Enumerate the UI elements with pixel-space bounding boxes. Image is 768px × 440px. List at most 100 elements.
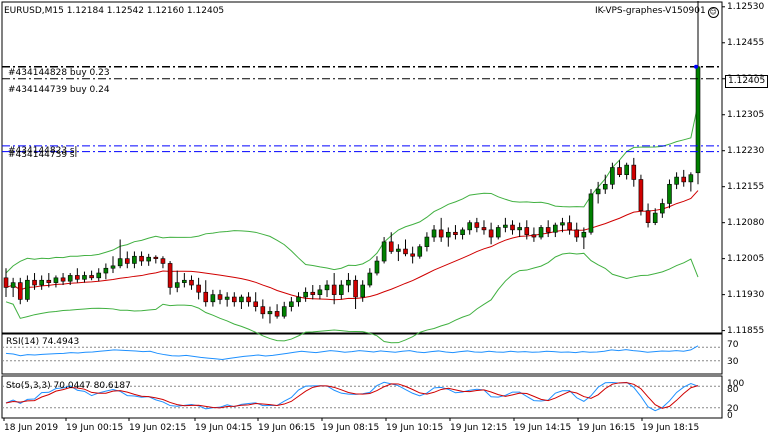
bollinger-lower <box>5 252 699 344</box>
candle-body <box>453 231 458 235</box>
candle-body <box>588 193 594 233</box>
candle-body <box>567 222 572 231</box>
order-arrow-marker <box>694 64 698 69</box>
sl-label-2: #434144739 sl <box>8 150 78 160</box>
rsi-label: RSI(14) 74.4943 <box>6 337 80 347</box>
candle-body <box>688 174 694 183</box>
candle-body <box>124 258 130 264</box>
candle-body <box>139 255 144 262</box>
candle-body <box>253 301 258 307</box>
candle-body <box>303 291 308 298</box>
y-tick-label: 1.12530 <box>727 1 765 12</box>
candle-body <box>310 291 316 295</box>
stoch-panel-frame <box>1 375 723 419</box>
candle-body <box>645 210 651 223</box>
y-tick-label: 1.12305 <box>727 109 765 120</box>
candle-body <box>239 296 244 303</box>
candle-body <box>410 253 415 257</box>
candle-body <box>467 222 473 231</box>
candle-body <box>246 296 251 303</box>
x-tick-label: 19 Jun 12:15 <box>450 423 508 433</box>
candle-body <box>602 183 608 190</box>
candle-body <box>396 248 401 252</box>
candle-body <box>53 277 59 283</box>
candle-body <box>403 248 408 255</box>
candle-body <box>346 279 351 286</box>
candle-body <box>438 229 444 238</box>
candle-body <box>495 227 501 238</box>
candle-body <box>67 275 73 282</box>
rsi-tick-70: 70 <box>727 340 739 350</box>
x-tick-label: 19 Jun 02:15 <box>129 423 187 433</box>
candle-body <box>324 284 330 291</box>
x-tick-label: 18 Jun 2019 <box>4 423 59 433</box>
y-tick-label: 1.11855 <box>727 325 765 336</box>
moving-average <box>5 190 699 301</box>
candle-body <box>488 229 494 238</box>
candle-body <box>595 188 601 195</box>
candle-body <box>638 179 644 211</box>
x-tick-label: 19 Jun 00:15 <box>66 423 124 433</box>
candle-body <box>82 275 87 280</box>
candle-body <box>446 231 451 238</box>
candle-body <box>553 224 558 233</box>
candle-body <box>217 294 223 300</box>
candle-body <box>267 311 273 315</box>
rsi-tick-30: 30 <box>727 357 739 367</box>
candle-body <box>674 176 679 185</box>
candle-body <box>681 176 687 183</box>
y-tick-label: 1.11930 <box>727 289 765 300</box>
candle-body <box>652 212 658 223</box>
bollinger-upper <box>5 103 699 274</box>
y-tick-label: 1.12005 <box>727 253 765 264</box>
candle-body <box>695 66 701 174</box>
y-tick-label: 1.12155 <box>727 181 765 192</box>
candle-body <box>224 296 230 300</box>
candle-body <box>60 277 66 282</box>
candle-body <box>39 279 44 286</box>
candle-body <box>210 294 216 303</box>
candle-body <box>25 279 30 300</box>
x-tick-label: 19 Jun 06:15 <box>258 423 316 433</box>
symbol-info: EURUSD,M15 1.12184 1.12542 1.12160 1.124… <box>4 6 225 16</box>
candle-body <box>182 279 187 283</box>
order-label-1: #434144828 buy 0.23 <box>8 68 110 78</box>
stoch-tick-0: 0 <box>727 411 733 421</box>
x-tick-label: 19 Jun 08:15 <box>322 423 380 433</box>
candle-body <box>32 279 37 286</box>
candle-body <box>153 256 159 259</box>
candle-body <box>388 241 394 252</box>
candle-body <box>317 289 323 295</box>
candle-body <box>132 255 137 264</box>
candle-body <box>510 224 515 231</box>
rsi-line <box>5 345 699 360</box>
order-label-2: #434144739 buy 0.24 <box>8 85 110 95</box>
x-tick-label: 19 Jun 04:15 <box>195 423 253 433</box>
candle-body <box>89 275 94 279</box>
x-tick-label: 19 Jun 16:15 <box>578 423 636 433</box>
candle-body <box>274 311 280 317</box>
candle-body <box>281 306 287 317</box>
y-tick-label: 1.12230 <box>727 145 765 156</box>
candle-body <box>581 231 587 238</box>
candle-body <box>617 167 622 175</box>
candle-body <box>96 272 102 279</box>
candle-body <box>431 229 437 238</box>
candle-body <box>481 227 487 231</box>
candle-body <box>524 227 530 235</box>
candle-body <box>474 222 480 228</box>
candle-body <box>538 227 544 238</box>
candle-body <box>424 236 430 247</box>
candle-body <box>103 267 109 274</box>
candle-body <box>196 284 201 293</box>
candle-body <box>46 279 52 283</box>
x-tick-label: 19 Jun 18:15 <box>642 423 700 433</box>
candle-body <box>624 164 629 175</box>
candle-body <box>110 265 116 269</box>
candle-body <box>503 224 508 228</box>
server-label: IK-VPS-graphes-V150901 ☺ <box>595 6 719 18</box>
candle-body <box>75 275 80 280</box>
candle-body <box>667 183 672 204</box>
